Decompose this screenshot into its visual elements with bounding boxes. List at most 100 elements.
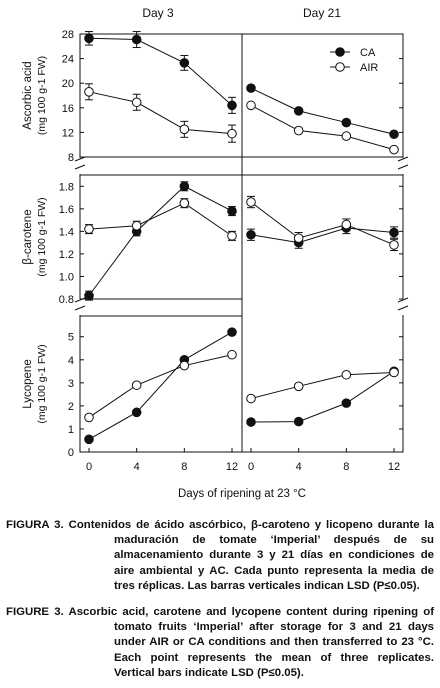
caption-spanish: FIGURA 3. Contenidos de ácido ascórbico,… [6, 518, 434, 594]
data-point-ca-0-1-2 [341, 117, 352, 128]
series-line-air-1-0 [88, 202, 233, 237]
data-point-air-0-0-3 [227, 128, 237, 139]
data-point-air-2-0-0 [84, 412, 94, 423]
y-tick-label-0-4: 24 [62, 54, 74, 66]
series-line-air-2-1 [250, 371, 395, 400]
legend-marker-air [335, 62, 345, 72]
y-axis-title-0: Ascorbic acid [22, 61, 34, 129]
y-tick-label-0-2: 16 [62, 103, 74, 115]
data-point-air-2-0-3 [227, 349, 237, 360]
data-point-air-1-1-3 [389, 240, 399, 250]
day-3-title: Day 3 [142, 6, 174, 20]
data-point-ca-1-0-2 [179, 181, 190, 192]
y-tick-label-0-0: 8 [68, 152, 74, 164]
y-tick-label-1-0: 0.8 [59, 294, 74, 306]
data-point-ca-0-1-1 [293, 106, 304, 116]
x-tick-label-0-0: 0 [86, 461, 92, 473]
series-line-air-0-0 [88, 91, 233, 135]
caption-english-label: FIGURE 3. [6, 606, 64, 618]
axis-break-mark-R0a [397, 156, 409, 162]
y-tick-label-2-3: 3 [68, 378, 74, 390]
y-axis-title-2: Lycopene [22, 359, 34, 408]
series-line-air-2-0 [88, 354, 233, 418]
x-tick-label-1-2: 8 [343, 461, 349, 473]
y-tick-label-1-1: 1.0 [59, 271, 74, 283]
axis-break-mark-L0a [74, 156, 86, 162]
y-tick-label-1-3: 1.4 [59, 226, 74, 238]
series-line-ca-1-0 [88, 185, 233, 296]
legend-label-ca: CA [360, 47, 376, 59]
x-tick-label-0-3: 12 [226, 461, 238, 473]
data-point-air-2-1-0 [246, 393, 256, 404]
caption-spanish-stat: (P≤0.05). [372, 579, 420, 592]
data-point-air-0-0-0 [84, 87, 94, 97]
data-point-air-1-1-0 [246, 197, 256, 207]
data-point-air-1-1-2 [341, 219, 352, 230]
x-tick-label-0-2: 8 [181, 461, 187, 473]
x-tick-label-1-1: 4 [296, 461, 302, 473]
axis-break-mark-R1b [397, 305, 409, 311]
axis-break-gap-L1 [76, 299, 84, 315]
data-point-air-0-0-2 [179, 124, 190, 135]
x-tick-label-0-1: 4 [134, 461, 140, 473]
data-point-air-2-1-3 [389, 367, 399, 378]
x-tick-label-1-3: 12 [388, 461, 400, 473]
series-line-air-0-1 [250, 104, 395, 151]
data-point-ca-2-0-3 [227, 327, 237, 337]
data-point-ca-0-0-0 [84, 33, 94, 44]
y-axis-title-1: β-carotene [22, 209, 34, 264]
axis-break-gap-L0 [76, 158, 84, 174]
series-line-air-1-1 [250, 201, 395, 246]
day-21-title: Day 21 [303, 6, 341, 20]
data-point-air-1-0-0 [84, 224, 94, 234]
data-point-air-0-1-2 [341, 131, 352, 141]
data-point-air-2-1-1 [293, 381, 304, 392]
data-point-ca-0-0-2 [179, 58, 190, 68]
data-point-ca-1-1-0 [246, 229, 256, 240]
x-tick-label-1-0: 0 [248, 461, 254, 473]
axis-break-mark-R0b [397, 164, 409, 170]
y-axis-unit-0: (mg 100 g-1 FW) [36, 56, 48, 135]
y-axis-unit-1: (mg 100 g-1 FW) [36, 197, 48, 276]
data-point-ca-1-1-3 [389, 227, 399, 238]
data-point-air-2-1-2 [341, 369, 352, 380]
y-tick-label-2-5: 5 [68, 332, 74, 344]
data-point-ca-0-1-3 [389, 129, 399, 140]
data-point-ca-2-1-0 [246, 417, 256, 427]
data-point-ca-2-1-1 [293, 416, 304, 427]
series-line-ca-2-1 [250, 370, 395, 423]
y-tick-label-1-4: 1.6 [59, 204, 74, 216]
data-point-ca-2-1-2 [341, 398, 352, 408]
data-point-air-1-0-2 [179, 198, 190, 208]
data-point-ca-2-0-1 [131, 407, 142, 418]
data-point-air-0-1-3 [389, 144, 399, 155]
data-point-ca-0-1-0 [246, 83, 256, 93]
y-axis-unit-2: (mg 100 g-1 FW) [36, 344, 48, 423]
y-tick-label-2-0: 0 [68, 447, 74, 459]
data-point-air-1-0-1 [131, 220, 142, 231]
caption-spanish-text: Contenidos de ácido ascórbico, β-caroten… [68, 519, 434, 592]
axis-break-mark-L1b [74, 305, 86, 311]
series-line-ca-2-0 [88, 331, 233, 440]
data-point-air-2-0-1 [131, 380, 142, 390]
y-tick-label-0-3: 20 [62, 78, 74, 90]
series-line-ca-0-1 [250, 87, 395, 135]
y-tick-label-1-2: 1.2 [59, 249, 74, 261]
data-point-air-1-1-1 [293, 233, 304, 243]
data-point-air-0-0-1 [131, 97, 142, 108]
data-point-ca-1-0-3 [227, 206, 237, 216]
data-point-ca-0-0-1 [131, 34, 142, 45]
data-point-ca-2-0-0 [84, 434, 94, 445]
y-tick-label-1-5: 1.8 [59, 181, 74, 193]
y-tick-label-2-2: 2 [68, 401, 74, 413]
axis-break-gap-R1 [399, 299, 407, 315]
series-line-ca-1-1 [250, 227, 395, 244]
axis-break-mark-L0b [74, 164, 86, 170]
data-point-air-0-1-0 [246, 100, 256, 111]
data-point-air-1-0-3 [227, 231, 237, 241]
y-tick-label-2-4: 4 [68, 355, 74, 367]
data-point-air-2-0-2 [179, 360, 190, 371]
caption-english-text: Ascorbic acid, carotene and lycopene con… [68, 606, 434, 679]
y-tick-label-2-1: 1 [68, 424, 74, 436]
data-point-air-0-1-1 [293, 125, 304, 136]
